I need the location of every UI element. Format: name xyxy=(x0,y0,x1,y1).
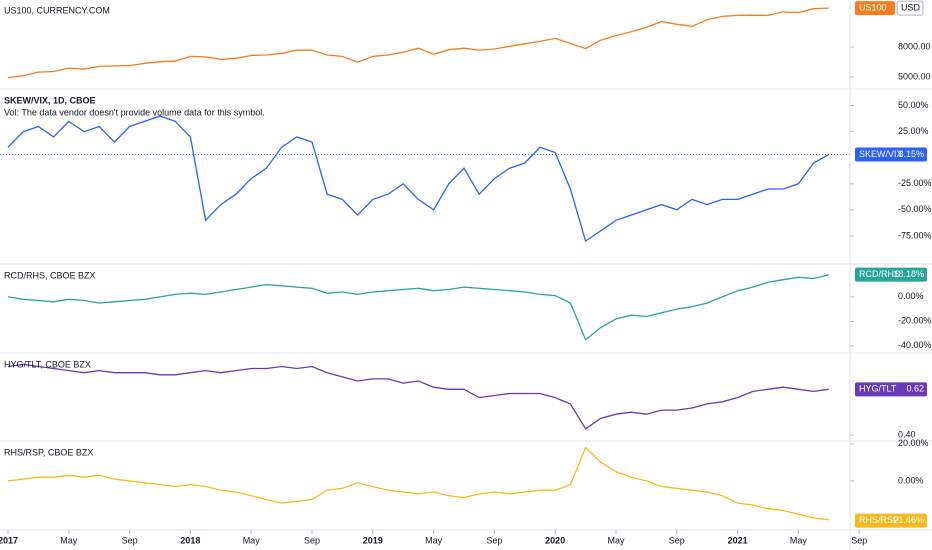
y-tick-label: -40.00% xyxy=(898,340,932,350)
last-label-name: RCD/RHS xyxy=(859,269,900,279)
last-label-box xyxy=(855,382,927,397)
last-label-box xyxy=(855,1,895,16)
x-tick-label: Sep xyxy=(304,535,320,545)
y-tick-label: 20.00% xyxy=(898,438,929,448)
unit-box xyxy=(896,0,924,16)
y-tick-label: 0.00% xyxy=(898,475,924,485)
series-line xyxy=(7,7,829,79)
pane-title: US100, CURRENCY.COM xyxy=(4,5,110,15)
last-label-box xyxy=(855,147,927,162)
x-tick-label: 2018 xyxy=(180,535,200,545)
y-tick-label: 5000.00 xyxy=(898,71,931,81)
last-label-value: 18.18% xyxy=(893,269,924,279)
y-tick-label: 25.00% xyxy=(898,126,929,136)
x-tick-label: Sep xyxy=(486,535,502,545)
last-label-name: US100 xyxy=(859,2,887,12)
x-tick-label: 2021 xyxy=(728,535,748,545)
y-tick-label: -20.00% xyxy=(898,316,932,326)
last-label-box xyxy=(855,267,927,282)
x-tick-label: May xyxy=(790,535,808,545)
y-tick-label: 0.40 xyxy=(898,429,916,439)
y-tick-label: 0.00% xyxy=(898,291,924,301)
last-label-value: 3.15% xyxy=(898,149,924,159)
pane-title: HYG/TLT, CBOE BZX xyxy=(4,359,91,369)
series-line xyxy=(7,363,829,430)
last-label-box xyxy=(855,513,927,528)
last-label-name: HYG/TLT xyxy=(859,384,897,394)
y-tick-label: -75.00% xyxy=(898,230,932,240)
y-tick-label: 8000.00 xyxy=(898,41,931,51)
series-line xyxy=(7,274,829,341)
x-tick-label: Sep xyxy=(669,535,685,545)
x-tick-label: 2017 xyxy=(0,535,18,545)
last-label-name: RHS/RSP xyxy=(859,515,899,525)
x-tick-label: Sep xyxy=(851,535,867,545)
x-tick-label: 2020 xyxy=(545,535,565,545)
pane-title: RCD/RHS, CBOE BZX xyxy=(4,270,96,280)
unit-label: USD xyxy=(901,2,921,12)
y-tick-label: 50.00% xyxy=(898,100,929,110)
x-tick-label: May xyxy=(425,535,443,545)
x-tick-label: 2019 xyxy=(363,535,383,545)
last-label-name: SKEW/VIX xyxy=(859,149,903,159)
last-label-value: -21.46% xyxy=(890,515,924,525)
x-tick-label: May xyxy=(607,535,625,545)
x-tick-label: May xyxy=(243,535,261,545)
series-line xyxy=(7,446,829,521)
pane-title: RHS/RSP, CBOE BZX xyxy=(4,447,93,457)
last-label-value: 0.62 xyxy=(906,384,924,394)
x-tick-label: May xyxy=(60,535,78,545)
series-line xyxy=(7,115,830,243)
pane-subtitle: Vol: The data vendor doesn't provide vol… xyxy=(4,107,265,117)
y-tick-label: -25.00% xyxy=(898,178,932,188)
x-tick-label: Sep xyxy=(122,535,138,545)
y-tick-label: -50.00% xyxy=(898,204,932,214)
pane-title: SKEW/VIX, 1D, CBOE xyxy=(4,95,96,105)
